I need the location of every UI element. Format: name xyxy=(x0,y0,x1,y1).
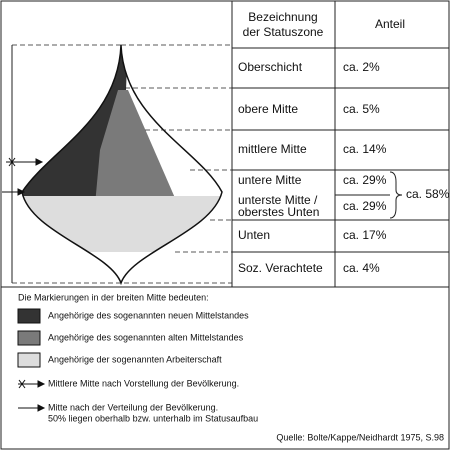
marker-arrow xyxy=(2,188,26,196)
zone: unterste Mitte / xyxy=(238,193,318,207)
zone: oberstes Unten xyxy=(238,205,319,219)
legend-swatch xyxy=(17,352,41,368)
legend-item: Angehörige des sogenannten alten Mittels… xyxy=(48,332,244,342)
legend-marker: Mitte nach der Verteilung der Bevölkerun… xyxy=(48,402,218,412)
share: ca. 4% xyxy=(343,261,380,275)
share: ca. 29% xyxy=(343,199,387,213)
legend-arrow xyxy=(18,404,46,412)
group-share: ca. 58% xyxy=(406,187,450,201)
legend-item: Angehörige des sogenannten neuen Mittels… xyxy=(48,310,249,320)
legend-item: Angehörige der sogenannten Arbeiterschaf… xyxy=(48,354,222,364)
share: ca. 5% xyxy=(343,102,380,116)
header-share: Anteil xyxy=(375,17,405,31)
source: Quelle: Bolte/Kappe/Neidhardt 1975, S.98 xyxy=(276,432,444,442)
legend-swatch xyxy=(17,330,41,346)
zone: Unten xyxy=(238,228,270,242)
level-lines xyxy=(12,44,232,284)
zone: Soz. Verachtete xyxy=(238,261,323,275)
legend-cross xyxy=(18,379,46,389)
marker-cross xyxy=(6,157,44,167)
share: ca. 29% xyxy=(343,173,387,187)
table xyxy=(231,1,449,287)
share: ca. 17% xyxy=(343,228,387,242)
legend-intro: Die Markierungen in der breiten Mitte be… xyxy=(18,292,209,302)
zone: Oberschicht xyxy=(238,60,303,74)
zone: mittlere Mitte xyxy=(238,142,307,156)
header-zone: Bezeichnung xyxy=(248,10,317,24)
zone: untere Mitte xyxy=(238,173,302,187)
share: ca. 14% xyxy=(343,142,387,156)
legend-marker: Mittlere Mitte nach Vorstellung der Bevö… xyxy=(48,378,239,388)
header-zone: der Statuszone xyxy=(243,25,324,39)
onion-outline xyxy=(21,44,223,286)
zone: obere Mitte xyxy=(238,102,298,116)
share: ca. 2% xyxy=(343,60,380,74)
legend-marker: 50% liegen oberhalb bzw. unterhalb im St… xyxy=(48,413,258,423)
legend-swatch xyxy=(17,308,41,324)
